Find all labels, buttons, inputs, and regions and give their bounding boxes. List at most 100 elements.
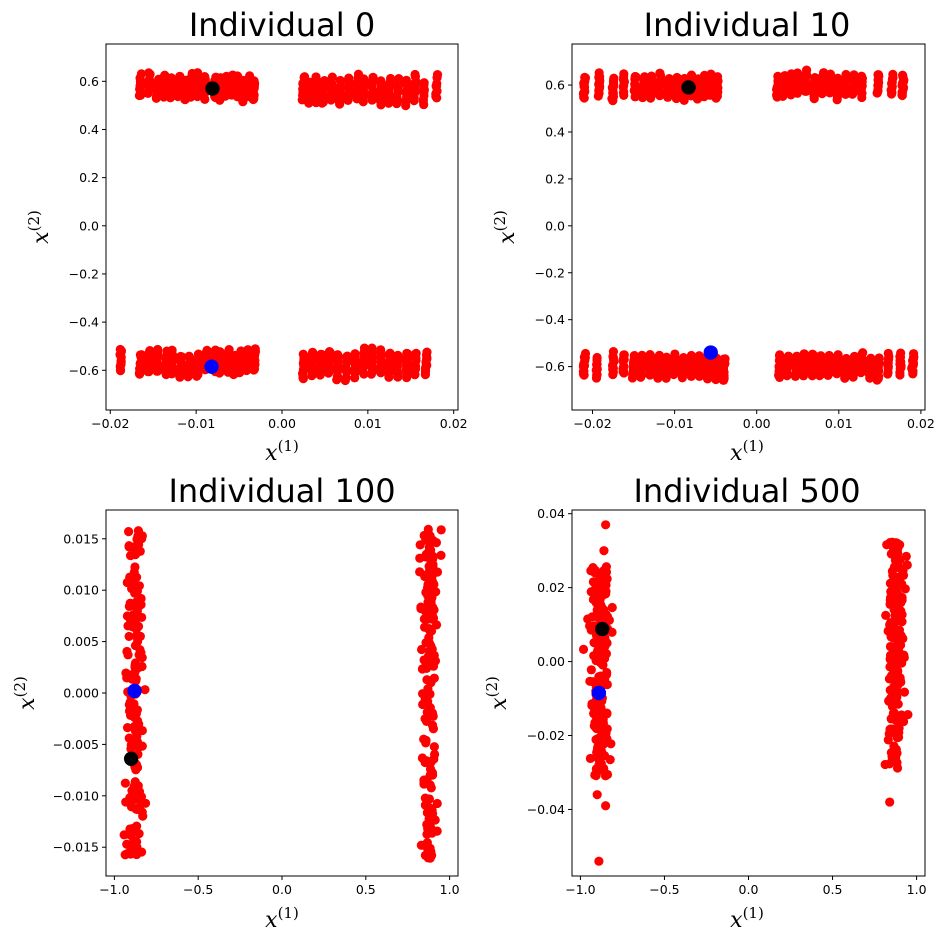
x-tick-label: 0.01	[354, 416, 382, 431]
population-point	[873, 70, 884, 80]
black-marker-point	[123, 751, 139, 766]
population-point	[841, 353, 851, 364]
population-point	[898, 633, 908, 644]
population-point	[193, 68, 203, 78]
x-tick-label: 0.01	[825, 416, 853, 431]
y-tick-label: 0.0	[545, 218, 565, 233]
population-point	[884, 696, 894, 706]
y-tick-label: −0.02	[527, 728, 565, 743]
y-tick-label: −0.010	[53, 788, 99, 803]
population-point	[882, 540, 892, 550]
population-point	[402, 348, 412, 358]
population-point	[694, 351, 704, 361]
y-tick-label: 0.6	[79, 74, 99, 89]
population-point	[425, 647, 436, 658]
population-point	[422, 829, 432, 839]
population-point	[184, 351, 194, 361]
population-point	[129, 600, 139, 610]
population-point	[427, 571, 437, 581]
population-point	[784, 351, 794, 361]
population-point	[131, 724, 141, 734]
population-point	[661, 352, 672, 362]
x-tick-label: −0.01	[655, 416, 693, 431]
y-tick-label: −0.2	[69, 266, 99, 281]
x-axis-ticks: −0.02 −0.01 0.00 0.01 0.02	[573, 410, 935, 431]
population-point	[422, 707, 432, 717]
population-point	[887, 591, 897, 601]
population-point	[136, 792, 147, 802]
plot-frame	[105, 509, 459, 877]
y-tick-label: −0.4	[535, 312, 565, 327]
population-point	[866, 353, 876, 363]
population-point	[327, 72, 337, 82]
population-point	[411, 348, 421, 358]
population-point	[586, 665, 596, 675]
population-point	[136, 600, 146, 610]
population-point	[133, 634, 143, 644]
population-point	[140, 685, 150, 695]
y-tick-label: 0.6	[545, 78, 565, 93]
population-point	[137, 612, 147, 623]
population-point	[423, 528, 433, 538]
plot-frame	[571, 509, 926, 877]
chart-title: Individual 500	[633, 472, 860, 510]
population-point	[580, 348, 591, 359]
x-tick-label: 1.0	[440, 882, 460, 897]
population-point	[417, 689, 428, 699]
population-point	[619, 350, 629, 360]
x-tick-label: 0.00	[268, 416, 296, 431]
x-tick-label: −1.0	[565, 882, 595, 897]
population-point	[249, 76, 259, 86]
population-point	[418, 699, 428, 710]
population-point	[426, 641, 436, 651]
population-point	[429, 742, 439, 752]
population-point	[599, 763, 609, 774]
population-point	[420, 757, 430, 768]
y-axis-label: x(2)	[11, 676, 40, 710]
population-point	[849, 70, 859, 80]
population-point	[899, 687, 910, 697]
population-point	[884, 674, 895, 684]
x-tick-label: 0.00	[743, 416, 771, 431]
population-point	[601, 801, 611, 811]
population-point	[236, 346, 246, 356]
population-point	[594, 68, 604, 78]
y-tick-label: −0.6	[535, 359, 565, 374]
population-point	[129, 712, 139, 722]
y-tick-label: 0.015	[63, 531, 99, 546]
chart-title: Individual 10	[644, 6, 851, 44]
population-point	[153, 344, 163, 355]
population-point	[578, 644, 589, 654]
population-point	[132, 837, 142, 847]
population-point	[420, 776, 430, 786]
population-point	[200, 71, 210, 82]
y-axis-ticks: 0.04 0.02 0.00 −0.02 −0.04	[527, 506, 572, 817]
population-point	[133, 526, 144, 536]
population-point	[394, 74, 404, 84]
y-axis-label: x(2)	[491, 210, 520, 244]
population-point	[900, 584, 910, 594]
population-point	[127, 583, 137, 594]
population-point	[167, 345, 177, 355]
y-axis-ticks: 0.6 0.4 0.2 0.0 −0.2 −0.4 −0.6	[535, 78, 572, 374]
population-point	[421, 738, 431, 748]
population-point	[135, 645, 145, 655]
population-point	[350, 349, 360, 359]
y-tick-label: 0.0	[79, 218, 99, 233]
population-point	[833, 350, 843, 360]
population-point	[176, 351, 186, 362]
population-point	[825, 69, 836, 79]
population-point	[131, 676, 141, 686]
plot-frame	[571, 43, 926, 411]
panel-individual-500: Individual 500 −1.0 −0.5 0.0 0.5 1.0 0.040.0…	[483, 472, 927, 933]
population-point	[590, 568, 600, 578]
population-point	[858, 348, 868, 358]
population-point	[824, 350, 834, 361]
x-axis-label: x(1)	[730, 904, 764, 933]
population-point	[121, 668, 131, 678]
population-point	[385, 73, 396, 84]
population-point	[678, 353, 689, 363]
population-point	[135, 800, 145, 810]
population-point	[126, 830, 136, 840]
population-point	[410, 69, 420, 80]
